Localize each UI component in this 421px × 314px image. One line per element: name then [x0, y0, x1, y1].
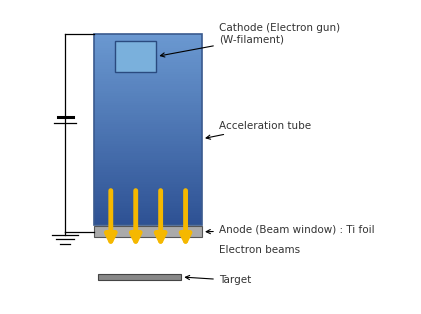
Bar [94, 143, 202, 146]
Bar [94, 187, 202, 189]
Bar [94, 222, 202, 225]
Bar [94, 172, 202, 175]
Text: Anode (Beam window) : Ti foil: Anode (Beam window) : Ti foil [206, 225, 374, 235]
Bar [94, 206, 202, 208]
Bar [94, 203, 202, 206]
Bar [94, 93, 202, 96]
Bar [94, 57, 202, 60]
Bar [94, 196, 202, 198]
Bar [94, 89, 202, 91]
Bar [94, 139, 202, 141]
Bar [94, 79, 202, 81]
Bar [94, 179, 202, 182]
Bar [94, 115, 202, 117]
Bar [94, 189, 202, 192]
Bar [94, 84, 202, 86]
Bar [94, 213, 202, 215]
Bar [94, 48, 202, 50]
Bar [94, 65, 202, 67]
Bar [94, 74, 202, 77]
Bar [94, 163, 202, 165]
Bar [115, 41, 157, 72]
Text: Cathode (Electron gun)
(W-filament): Cathode (Electron gun) (W-filament) [160, 23, 340, 57]
Bar [94, 136, 202, 139]
Bar [94, 218, 202, 220]
Bar [94, 67, 202, 69]
Bar [94, 50, 202, 53]
Bar [94, 117, 202, 120]
Bar [94, 62, 202, 65]
Bar [94, 177, 202, 179]
Bar [94, 210, 202, 213]
Bar [94, 103, 202, 105]
Bar [94, 220, 202, 222]
Bar [94, 165, 202, 167]
Bar [94, 192, 202, 194]
Bar [94, 155, 202, 158]
Bar [94, 129, 202, 132]
Bar [94, 175, 202, 177]
Bar [99, 273, 181, 280]
Bar [94, 105, 202, 108]
Bar [94, 77, 202, 79]
Bar [94, 112, 202, 115]
Bar [94, 60, 202, 62]
Bar [94, 86, 202, 89]
Bar [94, 194, 202, 196]
Bar [94, 43, 202, 46]
Text: Target: Target [185, 275, 251, 285]
Bar [94, 124, 202, 127]
Bar [94, 36, 202, 38]
Bar [94, 201, 202, 203]
Bar [94, 167, 202, 170]
Bar [94, 41, 202, 43]
Text: Electron beams: Electron beams [219, 245, 300, 255]
Bar [94, 148, 202, 151]
Bar [94, 160, 202, 163]
Bar [94, 69, 202, 72]
Bar [94, 141, 202, 143]
Bar [94, 153, 202, 155]
Bar [94, 146, 202, 148]
Bar [94, 72, 202, 74]
Bar [94, 132, 202, 134]
Bar [94, 110, 202, 112]
Bar [94, 38, 202, 41]
Bar [94, 215, 202, 218]
Bar [94, 46, 202, 48]
Bar [94, 55, 202, 57]
Bar [94, 198, 202, 201]
Bar [94, 96, 202, 98]
Bar [94, 208, 202, 210]
Bar [94, 100, 202, 103]
Bar [94, 91, 202, 93]
Bar [94, 226, 202, 237]
Bar [94, 53, 202, 55]
Bar [94, 134, 202, 136]
Bar [94, 108, 202, 110]
Bar [94, 81, 202, 84]
Bar [94, 34, 202, 36]
Bar [94, 158, 202, 160]
Text: Acceleration tube: Acceleration tube [206, 121, 311, 139]
Bar [94, 34, 202, 225]
Bar [94, 151, 202, 153]
Bar [94, 122, 202, 124]
Bar [94, 98, 202, 100]
Bar [94, 127, 202, 129]
Bar [94, 182, 202, 184]
Bar [94, 170, 202, 172]
Bar [94, 184, 202, 187]
Bar [94, 120, 202, 122]
